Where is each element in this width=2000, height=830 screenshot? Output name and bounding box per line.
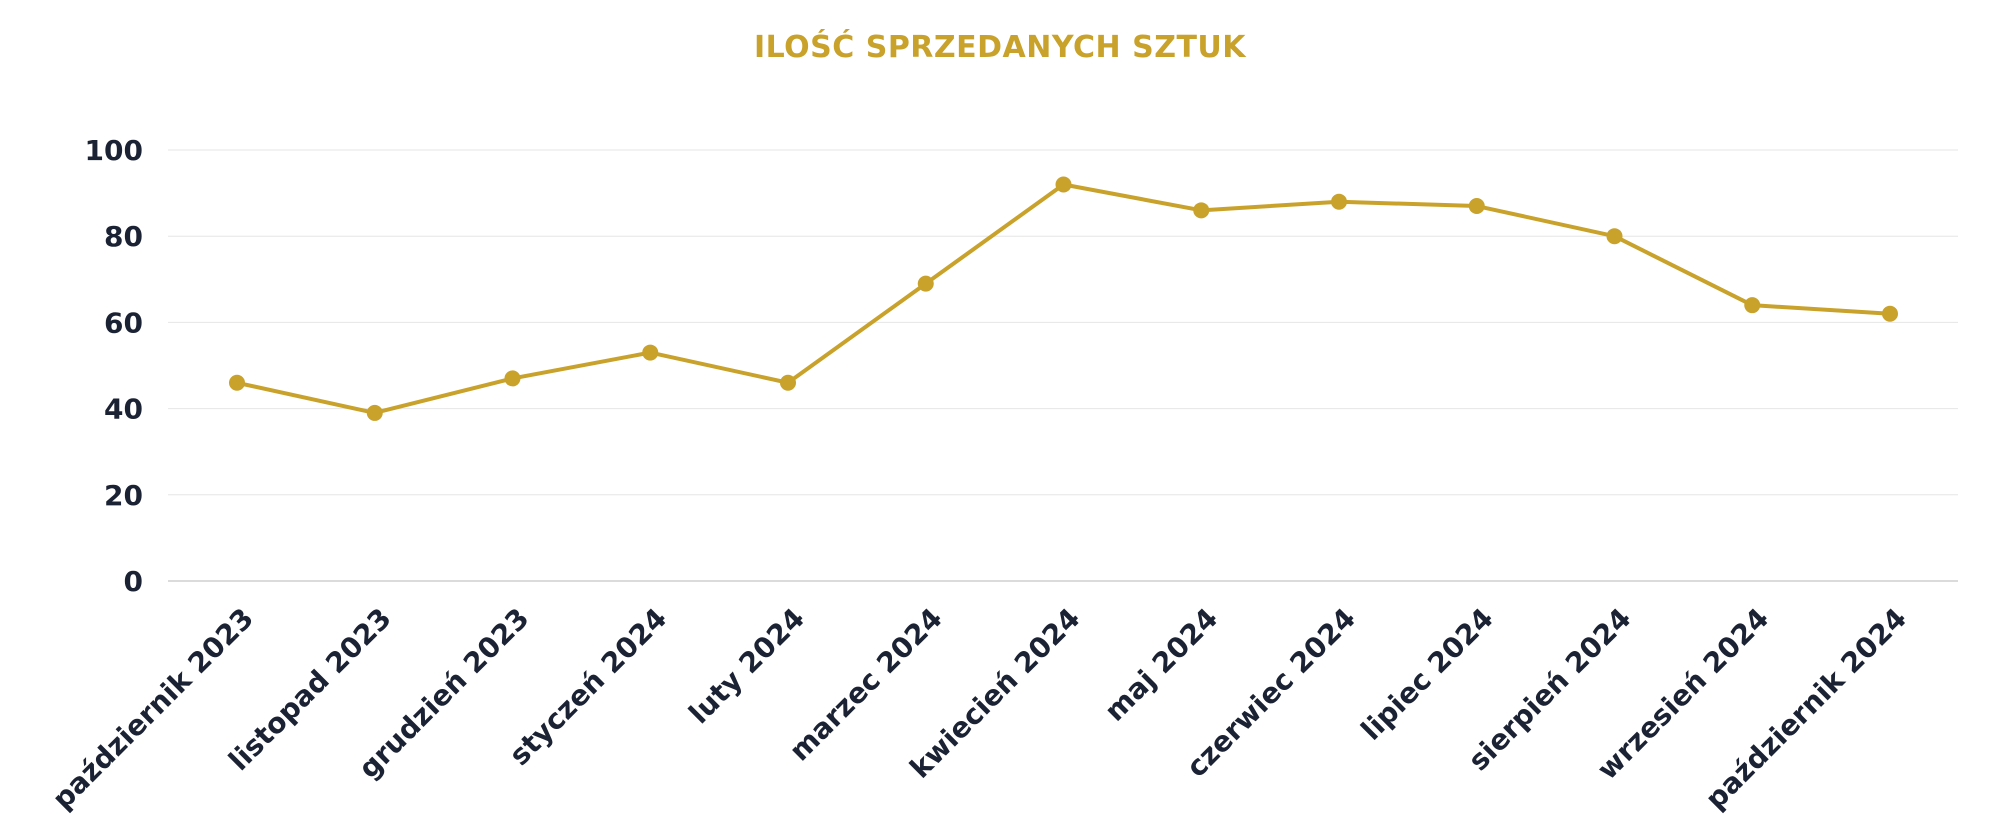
grid-lines <box>168 149 1958 582</box>
data-point[interactable] <box>229 374 245 391</box>
y-tick-label: 80 <box>104 220 143 253</box>
data-point[interactable] <box>642 344 659 361</box>
x-tick-label: październik 2023 <box>46 602 260 816</box>
x-tick-label: maj 2024 <box>1098 602 1224 728</box>
data-point[interactable] <box>1193 202 1210 219</box>
data-point[interactable] <box>1606 228 1623 245</box>
y-tick-label: 60 <box>104 306 143 339</box>
x-tick-label: luty 2024 <box>682 602 811 731</box>
chart-title: ILOŚĆ SPRZEDANYCH SZTUK <box>753 30 1247 65</box>
data-point[interactable] <box>1744 297 1761 314</box>
y-tick-label: 100 <box>85 134 143 167</box>
series-line <box>235 182 1892 415</box>
data-point[interactable] <box>504 370 521 387</box>
y-axis-ticks: 0 20 40 60 80 100 <box>85 134 143 598</box>
data-point[interactable] <box>1331 193 1347 210</box>
data-point[interactable] <box>780 374 796 391</box>
x-tick-label: lipiec 2024 <box>1355 602 1500 747</box>
data-point[interactable] <box>1055 176 1072 193</box>
data-point[interactable] <box>366 404 383 421</box>
y-tick-label: 20 <box>104 479 143 512</box>
data-point[interactable] <box>1882 305 1898 322</box>
data-point[interactable] <box>917 275 934 292</box>
y-tick-label: 0 <box>124 565 143 598</box>
y-tick-label: 40 <box>104 393 143 426</box>
series-layer <box>229 176 1898 421</box>
data-point[interactable] <box>1468 198 1485 215</box>
